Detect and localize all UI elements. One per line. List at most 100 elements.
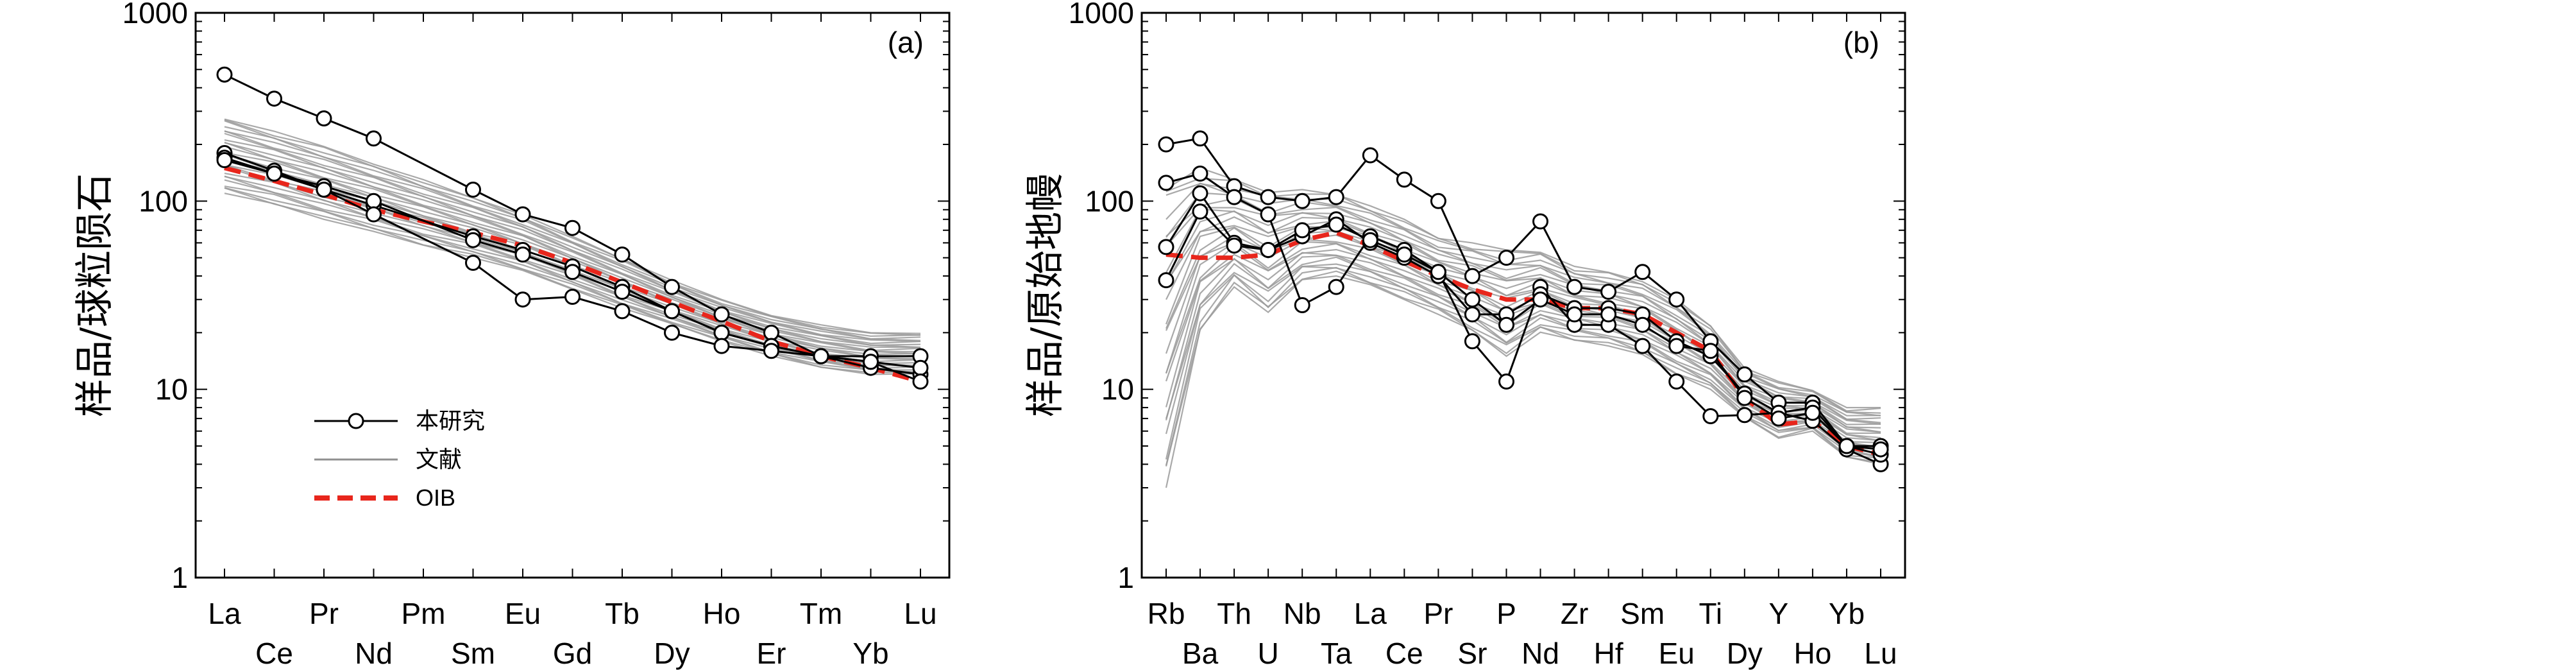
- literature-line: [1165, 225, 1881, 433]
- sample-point: [713, 324, 730, 341]
- sample-point: [1158, 239, 1174, 255]
- x-tick-label: Th: [1217, 597, 1251, 630]
- sample-point: [1294, 222, 1310, 239]
- literature-line: [1165, 177, 1881, 412]
- sample-point: [316, 110, 332, 126]
- sample-point: [813, 348, 829, 365]
- x-tick-label: Y: [1769, 597, 1789, 630]
- sample-point: [366, 130, 382, 147]
- sample-point: [912, 374, 929, 390]
- literature-line: [224, 141, 921, 348]
- x-tick-label: La: [208, 597, 241, 630]
- sample-point: [1294, 193, 1310, 209]
- sample-point: [564, 219, 580, 236]
- x-tick-label: La: [1354, 597, 1387, 630]
- sample-point: [316, 182, 332, 198]
- sample-point: [266, 166, 282, 182]
- literature-line: [1165, 182, 1881, 417]
- sample-point: [1328, 279, 1344, 295]
- literature-line: [1165, 167, 1881, 409]
- sample-point: [564, 264, 580, 280]
- sample-point: [514, 291, 531, 308]
- literature-line: [224, 130, 921, 342]
- x-tick-label: Yb: [852, 637, 888, 670]
- literature-line: [1165, 183, 1881, 414]
- sample-point: [1328, 189, 1344, 205]
- sample-point: [1736, 366, 1753, 382]
- y-tick-label: 10: [155, 373, 188, 406]
- sample-point: [1158, 175, 1174, 191]
- sample-point: [1668, 338, 1685, 354]
- panel-label-a: (a): [888, 26, 924, 59]
- sample-point: [1668, 374, 1685, 390]
- sample-point: [1804, 404, 1821, 421]
- x-tick-label: Ta: [1321, 637, 1352, 670]
- literature-line: [1165, 263, 1881, 458]
- literature-line: [1165, 256, 1881, 454]
- sample-point: [1362, 147, 1378, 164]
- sample-point: [614, 303, 631, 320]
- y-axis-label-b: 样品/原始地幔: [1023, 173, 1068, 417]
- sample-point: [1294, 297, 1310, 313]
- x-tick-label: Pr: [1423, 597, 1453, 630]
- sample-line: [224, 159, 921, 382]
- sample-point: [465, 255, 481, 271]
- sample-point: [1566, 306, 1583, 323]
- sample-point: [713, 306, 730, 323]
- y-tick-label: 100: [139, 184, 188, 218]
- sample-point: [1566, 279, 1583, 295]
- sample-point: [465, 182, 481, 198]
- sample-line: [1165, 191, 1881, 456]
- x-tick-label: Tm: [800, 597, 842, 630]
- y-tick-label: 1: [1117, 561, 1134, 594]
- sample-line: [1165, 137, 1881, 447]
- sample-point: [1158, 272, 1174, 289]
- series-layer-a: [216, 66, 929, 390]
- x-tick-label: Dy: [1727, 637, 1763, 670]
- sample-point: [1498, 374, 1514, 390]
- sample-point: [1464, 333, 1480, 350]
- x-tick-label: Ho: [1793, 637, 1831, 670]
- x-tick-label: Sm: [451, 637, 495, 670]
- x-tick-label: Eu: [1659, 637, 1695, 670]
- x-tick-label: Eu: [505, 597, 541, 630]
- sample-point: [1260, 189, 1276, 205]
- sample-point: [1872, 441, 1889, 458]
- sample-point: [1838, 438, 1855, 454]
- sample-line: [1165, 210, 1881, 451]
- sample-point: [1362, 232, 1378, 248]
- literature-line: [1165, 210, 1881, 425]
- x-tick-label: P: [1496, 597, 1516, 630]
- literature-line: [224, 142, 921, 348]
- sample-point: [1260, 242, 1276, 258]
- sample-point: [1668, 291, 1685, 308]
- x-tick-label: Sr: [1457, 637, 1487, 670]
- x-tick-label: Ti: [1699, 597, 1722, 630]
- sample-point: [763, 324, 779, 341]
- sample-point: [1260, 206, 1276, 223]
- sample-point: [1396, 171, 1412, 188]
- x-tick-label: Nd: [1521, 637, 1559, 670]
- literature-line: [1165, 198, 1881, 420]
- literature-line: [224, 120, 921, 337]
- literature-line: [1165, 254, 1881, 450]
- sample-point: [1226, 189, 1242, 205]
- sample-point: [664, 303, 680, 320]
- x-tick-label: Ba: [1182, 637, 1219, 670]
- x-tick-label: Gd: [553, 637, 592, 670]
- literature-line: [1165, 216, 1881, 429]
- sample-point: [1600, 306, 1617, 323]
- sample-point: [1634, 316, 1651, 333]
- sample-point: [1192, 185, 1208, 202]
- x-tick-label: Lu: [1864, 637, 1897, 670]
- x-tick-label: Ce: [255, 637, 293, 670]
- literature-line: [224, 119, 921, 336]
- sample-point: [1532, 213, 1548, 230]
- x-tick-label: Ce: [1385, 637, 1423, 670]
